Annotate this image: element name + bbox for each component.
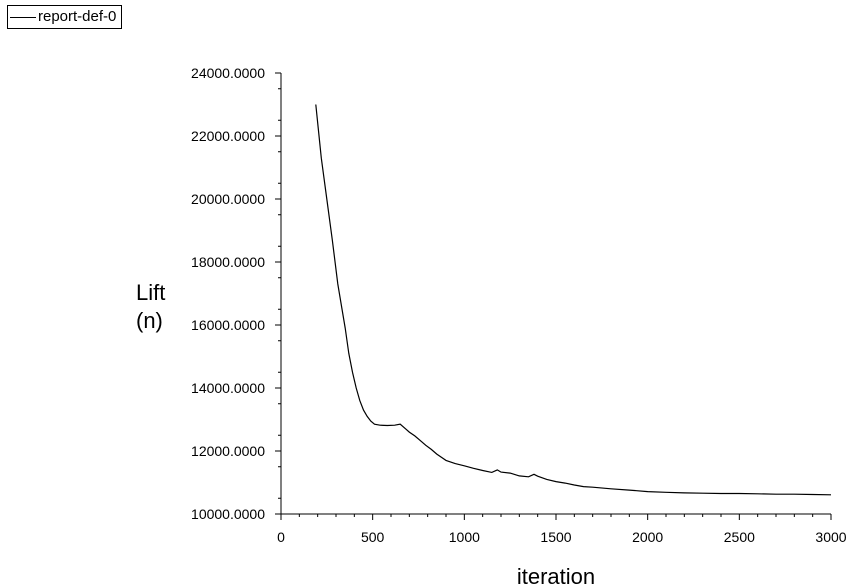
legend: report-def-0 (7, 5, 123, 29)
x-tick-label: 2500 (724, 529, 755, 545)
x-tick-label: 1000 (449, 529, 480, 545)
series-line-report-def-0 (315, 104, 832, 496)
y-tick-label: 18000.0000 (191, 254, 265, 270)
axes (280, 73, 831, 515)
x-tick-label: 500 (361, 529, 385, 545)
x-tick-label: 2000 (632, 529, 663, 545)
y-tick-label: 24000.0000 (191, 65, 265, 81)
x-tick-label: 0 (277, 529, 285, 545)
legend-label: report-def-0 (38, 8, 117, 25)
x-tick-label: 1500 (540, 529, 571, 545)
x-tick-label: 3000 (815, 529, 846, 545)
y-tick-label: 20000.0000 (191, 191, 265, 207)
legend-line-swatch (10, 16, 36, 18)
x-axis-label: iteration (517, 564, 595, 588)
y-tick-label: 16000.0000 (191, 317, 265, 333)
y-tick-label: 12000.0000 (191, 443, 265, 459)
y-axis-label-line1: Lift (136, 280, 165, 305)
y-tick-label: 10000.0000 (191, 506, 265, 522)
y-tick-label: 14000.0000 (191, 380, 265, 396)
series-layer (315, 104, 832, 496)
y-tick-label: 22000.0000 (191, 128, 265, 144)
ticks: 10000.0000 12000.0000 14000.0000 16000.0000… (191, 65, 847, 545)
y-axis-label-line2: (n) (136, 308, 163, 333)
